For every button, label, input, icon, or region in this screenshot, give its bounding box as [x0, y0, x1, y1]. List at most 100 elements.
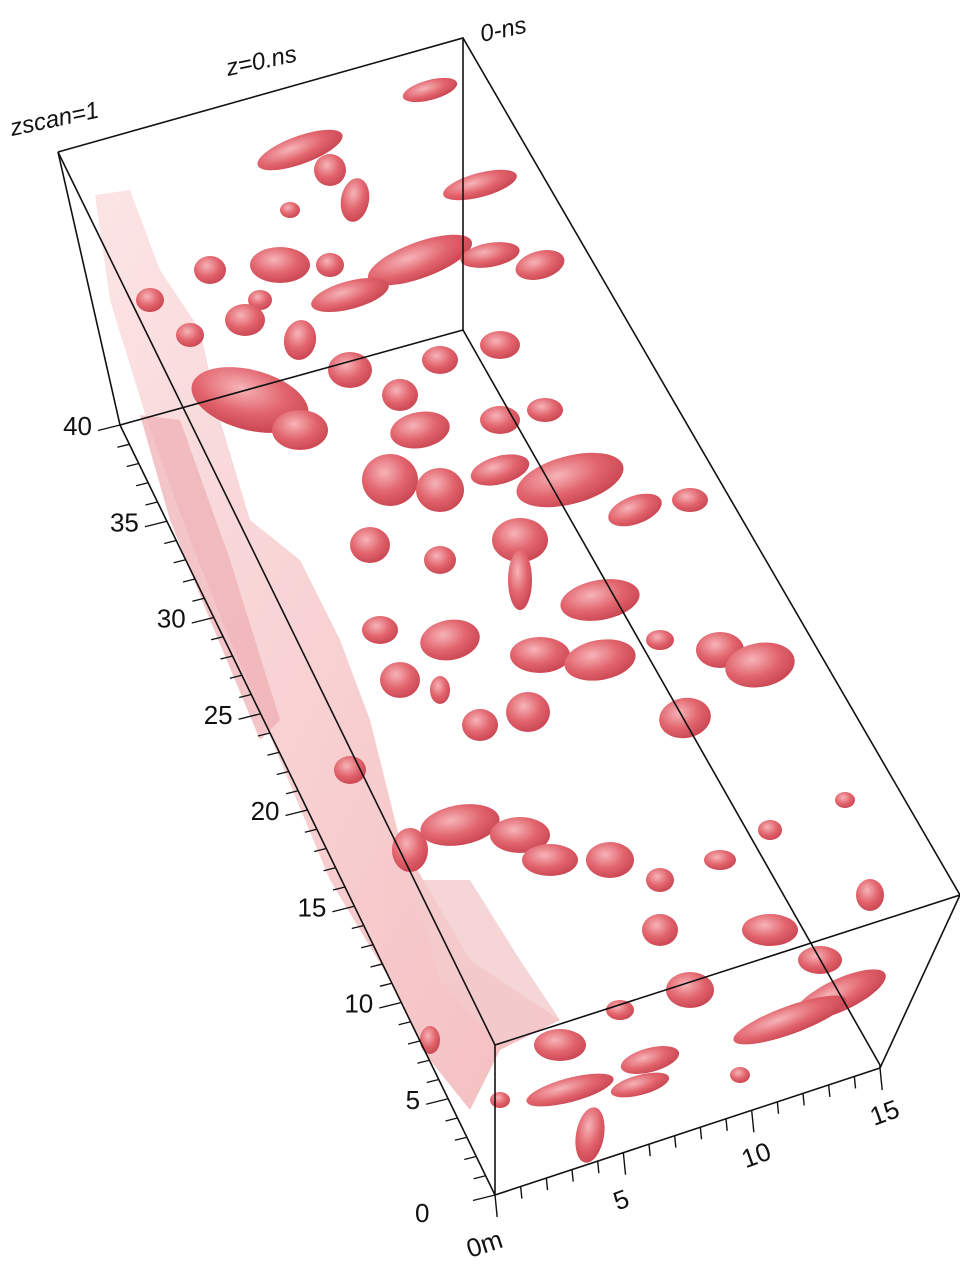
x-tick [596, 1161, 600, 1174]
isosurface-blob [835, 792, 855, 808]
x-tick [699, 1127, 703, 1140]
origin-label: 0 [415, 1198, 429, 1228]
y-tick [238, 713, 261, 720]
y-tick-label: 20 [251, 796, 280, 826]
y-tick [379, 1001, 402, 1009]
y-tick [97, 424, 121, 432]
y-tick-label: 25 [204, 700, 233, 730]
y-tick [379, 982, 393, 987]
y-tick [426, 1078, 439, 1084]
y-tick [464, 1155, 477, 1161]
y-tick [370, 963, 383, 968]
z-corner-label: 0-ns [478, 12, 529, 48]
isosurface-blob [460, 242, 520, 268]
isosurface-blob [666, 972, 714, 1008]
x-tick [879, 1067, 883, 1091]
isosurface-blob [490, 817, 550, 853]
x-tick [519, 1186, 523, 1199]
x-start-label: 0m [463, 1224, 507, 1264]
y-tick [314, 847, 327, 853]
y-tick [332, 905, 355, 913]
isosurface-blob [362, 454, 418, 506]
isosurface-blob [646, 630, 674, 650]
isosurface-blob [443, 169, 517, 201]
y-tick-label: 10 [344, 989, 373, 1019]
x-tick [750, 1110, 755, 1133]
x-tick [571, 1169, 574, 1182]
isosurface-blob [730, 1067, 750, 1083]
isosurface-blob [516, 452, 624, 508]
y-tick [117, 443, 130, 448]
isosurface-blob [390, 411, 450, 449]
isosurface-blob [742, 914, 798, 946]
isosurface-blob [672, 488, 708, 512]
isosurface-blob [136, 288, 164, 312]
isosurface-blob [194, 256, 226, 284]
isosurface-blob [367, 234, 473, 286]
y-tick [454, 1136, 468, 1141]
isosurface-blob [334, 756, 366, 784]
y-tick [445, 1117, 458, 1122]
isosurface-blob [642, 914, 678, 946]
y-tick [323, 867, 336, 872]
isosurface-blob [856, 879, 884, 911]
y-tick [135, 482, 149, 487]
isosurface-blob [610, 1072, 670, 1098]
y-tick-label: 40 [63, 411, 92, 441]
isosurface-blob [424, 546, 456, 574]
isosurface-blob [280, 202, 300, 218]
y-tick [210, 636, 224, 641]
isosurface-blob [659, 697, 711, 739]
isosurface-blob [350, 527, 390, 563]
isosurface-blob [490, 1092, 510, 1108]
isosurface-blob [416, 468, 464, 512]
y-tick [472, 1194, 496, 1202]
isosurface-blob [733, 995, 847, 1045]
y-tick [191, 616, 214, 624]
y-tick [304, 828, 318, 833]
isosurface-blob [560, 579, 640, 621]
isosurface-blob [191, 367, 309, 433]
y-tick [182, 578, 196, 583]
isosurface-blob [575, 1107, 605, 1163]
y-tick-label: 15 [297, 892, 326, 922]
isosurface-blob [704, 850, 736, 870]
isosurface-blobs [136, 77, 886, 1163]
isosurface-blob [586, 842, 634, 878]
isosurface-blob [250, 247, 310, 283]
isosurface-blob [420, 804, 500, 846]
x-tick [622, 1152, 627, 1175]
x-tick-label: 5 [609, 1183, 633, 1216]
x-tick [776, 1101, 780, 1114]
y-tick [285, 790, 299, 795]
isosurface-blob [314, 154, 346, 186]
isosurface-blob [420, 1026, 440, 1054]
x-tick [648, 1144, 651, 1157]
y-tick-label: 30 [157, 604, 186, 634]
isosurface-blob [420, 619, 480, 661]
isosurface-blob [340, 178, 370, 222]
isosurface-blob [515, 250, 565, 280]
x-tick [725, 1118, 728, 1131]
isosurface-blob [510, 637, 570, 673]
x-axis-line [494, 1067, 881, 1196]
x-tick [673, 1135, 677, 1148]
y-tick [164, 539, 177, 545]
x-tick [853, 1076, 857, 1089]
isosurface-blob [470, 454, 530, 486]
isosurface-blob [176, 323, 204, 347]
x-tick [545, 1177, 549, 1191]
isosurface-blob [492, 518, 548, 562]
y-tick [173, 559, 186, 564]
isosurface-blob [527, 398, 563, 422]
isosurface-blob [225, 304, 265, 336]
y-tick [239, 693, 252, 699]
isosurface-blob [272, 410, 328, 450]
isosurface-blob [522, 844, 578, 876]
side-sheet [95, 190, 560, 1110]
y-tick-label: 5 [406, 1085, 420, 1115]
isosurface-blob [606, 1000, 634, 1020]
y-tick [257, 732, 271, 737]
isosurface-blob [480, 331, 520, 359]
